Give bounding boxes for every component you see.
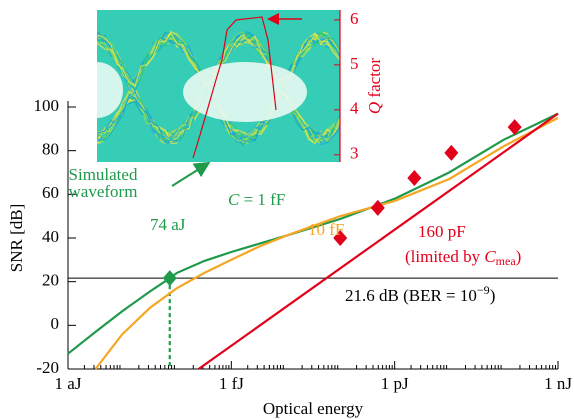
q-tick-label: 4 bbox=[350, 99, 359, 118]
y-tick-label: -20 bbox=[36, 358, 59, 377]
eye-opening bbox=[183, 62, 307, 122]
y-tick-label: 100 bbox=[34, 96, 60, 115]
x-tick-label: 1 pJ bbox=[381, 374, 409, 393]
chart: 1 aJ1 fJ1 pJ1 nJ-20020406080100Optical e… bbox=[0, 0, 574, 419]
annotation: 10 fF bbox=[308, 220, 344, 239]
data-point bbox=[407, 170, 421, 186]
waveform-arrow bbox=[172, 164, 207, 186]
text-part: Q bbox=[365, 102, 384, 114]
q-tick-label: 5 bbox=[350, 54, 359, 73]
x-tick-label: 1 fJ bbox=[219, 374, 244, 393]
eye-opening bbox=[71, 62, 123, 118]
y-tick-label: 20 bbox=[42, 271, 59, 290]
annotation: (limited by Cmea) bbox=[405, 247, 521, 268]
text-part: = 1 fF bbox=[239, 190, 285, 209]
y-tick-label: 0 bbox=[51, 314, 60, 333]
annotation: waveform bbox=[69, 182, 138, 201]
y-tick-label: 40 bbox=[42, 227, 59, 246]
inset bbox=[71, 10, 345, 162]
text-part: C bbox=[228, 190, 240, 209]
annotation: 74 aJ bbox=[150, 215, 186, 234]
q-tick-label: 3 bbox=[350, 144, 359, 163]
q-axis-label: Q factor bbox=[365, 58, 384, 115]
y-tick-label: 60 bbox=[42, 183, 59, 202]
y-axis-label: SNR [dB] bbox=[7, 204, 26, 272]
text-part: mea bbox=[496, 254, 517, 268]
text-part: factor bbox=[365, 58, 384, 102]
threshold-point bbox=[163, 270, 177, 286]
annotation: 160 pF bbox=[418, 222, 466, 241]
x-tick-label: 1 nJ bbox=[544, 374, 572, 393]
text-part: 21.6 dB (BER = 10 bbox=[345, 286, 477, 305]
q-tick-label: 6 bbox=[350, 9, 359, 28]
text-part: ) bbox=[490, 286, 496, 305]
annotation: 21.6 dB (BER = 10−9) bbox=[345, 283, 495, 305]
data-point bbox=[444, 145, 458, 161]
annotation: C = 1 fF bbox=[228, 190, 285, 209]
text-part: C bbox=[484, 247, 496, 266]
text-part: ) bbox=[516, 247, 522, 266]
x-axis-label: Optical energy bbox=[263, 399, 364, 418]
text-part: (limited by bbox=[405, 247, 484, 266]
y-tick-label: 80 bbox=[42, 140, 59, 159]
text-part: −9 bbox=[477, 283, 490, 297]
